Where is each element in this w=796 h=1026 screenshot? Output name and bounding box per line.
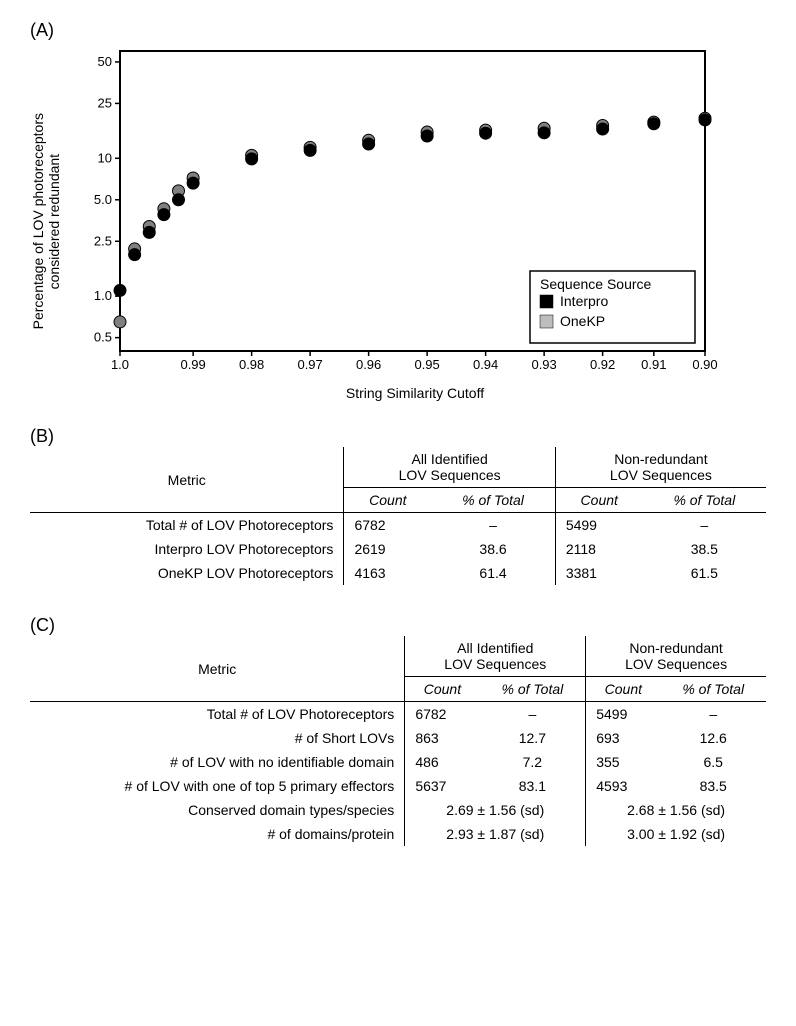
y-axis-label: Percentage of LOV photoreceptorsconsider… bbox=[30, 113, 62, 329]
svg-text:0.92: 0.92 bbox=[590, 357, 615, 372]
panel-b-label: (B) bbox=[30, 426, 766, 447]
svg-text:25: 25 bbox=[98, 95, 112, 110]
scatter-chart: 0.5 1.0 2.5 5.0 10 25 50 1.0 0.99 0.98 0.97 0.96 0.9… bbox=[70, 41, 720, 381]
table-c: MetricAll IdentifiedLOV SequencesNon-red… bbox=[30, 636, 766, 846]
panel-a: (A) Percentage of LOV photoreceptorscons… bbox=[30, 20, 766, 401]
svg-text:0.94: 0.94 bbox=[473, 357, 498, 372]
svg-text:50: 50 bbox=[98, 54, 112, 69]
svg-text:Interpro: Interpro bbox=[560, 293, 608, 309]
chart-container: Percentage of LOV photoreceptorsconsider… bbox=[30, 41, 766, 401]
x-axis-label: String Similarity Cutoff bbox=[70, 385, 720, 401]
svg-text:0.97: 0.97 bbox=[297, 357, 322, 372]
panel-c: (C) MetricAll IdentifiedLOV SequencesNon… bbox=[30, 615, 766, 846]
svg-text:1.0: 1.0 bbox=[94, 288, 112, 303]
svg-text:0.93: 0.93 bbox=[531, 357, 556, 372]
panel-c-label: (C) bbox=[30, 615, 766, 636]
table-b: MetricAll IdentifiedLOV SequencesNon-red… bbox=[30, 447, 766, 585]
panel-b: (B) MetricAll IdentifiedLOV SequencesNon… bbox=[30, 426, 766, 585]
svg-text:0.5: 0.5 bbox=[94, 330, 112, 345]
svg-text:Sequence Source: Sequence Source bbox=[540, 276, 652, 292]
svg-text:5.0: 5.0 bbox=[94, 192, 112, 207]
svg-text:0.98: 0.98 bbox=[239, 357, 264, 372]
svg-text:0.99: 0.99 bbox=[180, 357, 205, 372]
svg-text:OneKP: OneKP bbox=[560, 313, 605, 329]
svg-text:0.90: 0.90 bbox=[692, 357, 717, 372]
svg-text:2.5: 2.5 bbox=[94, 233, 112, 248]
svg-text:0.95: 0.95 bbox=[414, 357, 439, 372]
svg-text:0.96: 0.96 bbox=[356, 357, 381, 372]
svg-text:0.91: 0.91 bbox=[641, 357, 666, 372]
svg-text:1.0: 1.0 bbox=[111, 357, 129, 372]
panel-a-label: (A) bbox=[30, 20, 766, 41]
svg-text:10: 10 bbox=[98, 150, 112, 165]
